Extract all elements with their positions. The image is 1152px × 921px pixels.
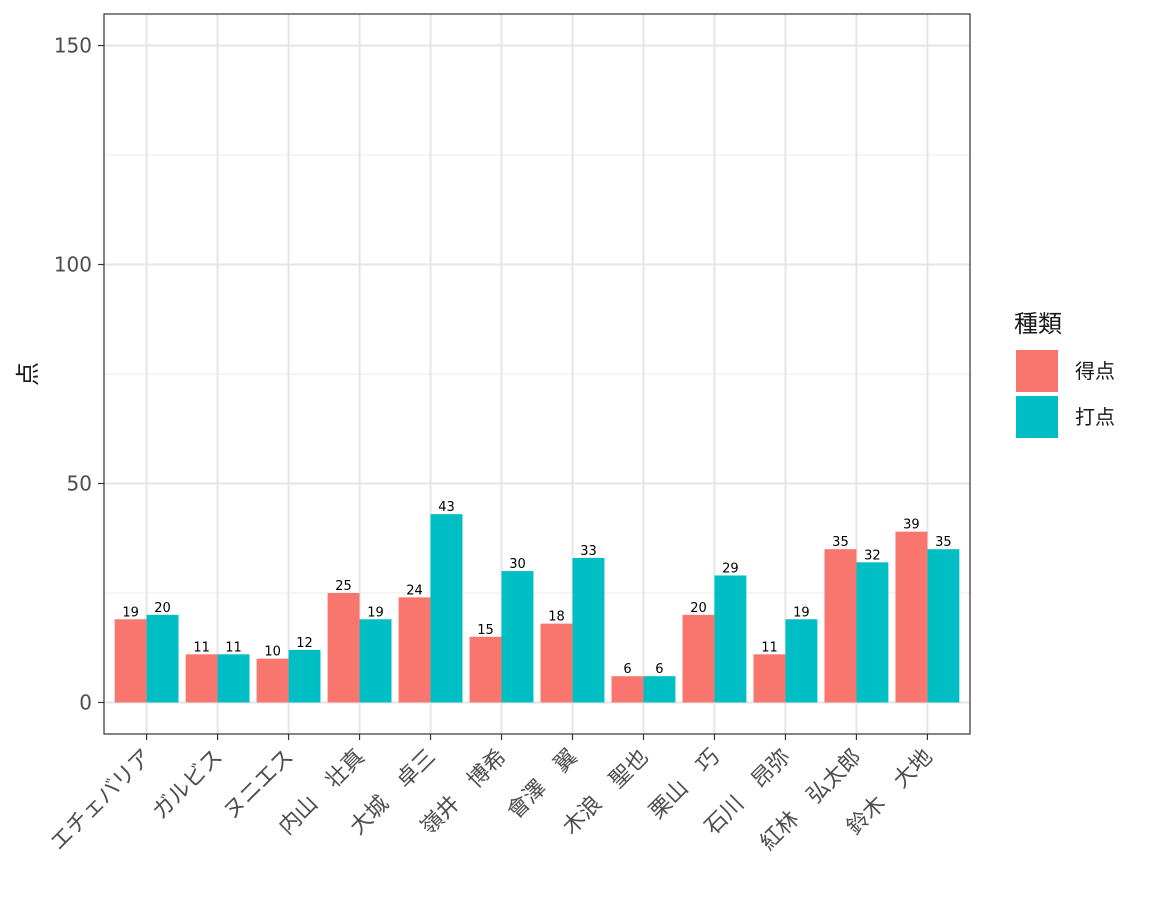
y-tick-label: 150 — [54, 34, 92, 58]
bar-value-label: 19 — [793, 605, 810, 620]
y-tick-label: 0 — [79, 690, 92, 714]
bar-value-label: 30 — [509, 557, 526, 572]
bar — [114, 619, 147, 703]
bar — [398, 597, 431, 703]
bar-value-label: 10 — [264, 645, 281, 660]
bar-value-label: 20 — [690, 601, 707, 616]
bar — [785, 619, 818, 703]
bar — [714, 575, 747, 703]
y-tick-label: 100 — [54, 253, 92, 277]
bar-value-label: 12 — [296, 636, 313, 651]
bar-value-label: 35 — [832, 535, 849, 550]
bar-value-label: 6 — [623, 662, 631, 677]
y-axis-title: 点 — [14, 362, 42, 386]
bar — [327, 592, 360, 703]
bar-value-label: 11 — [225, 640, 242, 655]
bar-value-label: 11 — [193, 640, 210, 655]
bar — [643, 676, 676, 703]
bar — [217, 654, 250, 703]
plot-border — [103, 13, 971, 735]
legend-label: 得点 — [1075, 359, 1115, 383]
bar-value-labels: 19 20 11 11 10 12 25 19 24 43 15 30 18 33 6 6 20 29 11 19 35… — [122, 500, 951, 677]
bar-value-label: 20 — [154, 601, 171, 616]
bar — [927, 549, 960, 703]
bar — [611, 676, 644, 703]
bar-value-label: 33 — [580, 544, 597, 559]
y-tick-label: 50 — [67, 471, 92, 495]
bar — [501, 571, 534, 703]
legend-title: 種類 — [1014, 310, 1062, 338]
bar — [753, 654, 786, 703]
bar — [469, 636, 502, 703]
legend-key — [1016, 396, 1058, 438]
bar — [856, 562, 889, 703]
bar — [288, 649, 321, 703]
bar-value-label: 29 — [722, 561, 739, 576]
bar-value-label: 25 — [335, 579, 352, 594]
bar-value-label: 19 — [122, 605, 139, 620]
bar — [824, 549, 857, 703]
bar-value-label: 35 — [935, 535, 952, 550]
x-tick-label: ガルビス — [148, 745, 228, 825]
bar-value-label: 43 — [438, 500, 455, 515]
bar-value-label: 32 — [864, 548, 881, 563]
bar-value-label: 39 — [903, 518, 920, 533]
bar — [895, 531, 928, 703]
x-tick-label: エチェバリア — [46, 745, 157, 856]
bar-value-label: 24 — [406, 583, 423, 598]
bar — [185, 654, 218, 703]
bar — [682, 614, 715, 703]
bar — [146, 614, 179, 703]
bar-value-label: 19 — [367, 605, 384, 620]
legend-key — [1016, 350, 1058, 392]
bar-value-label: 6 — [655, 662, 663, 677]
legend-label: 打点 — [1075, 405, 1115, 429]
bars — [114, 514, 960, 703]
bar-value-label: 15 — [477, 623, 494, 638]
y-axis: 0 50 100 150 — [54, 34, 104, 714]
bar — [540, 623, 573, 703]
bar-value-label: 18 — [548, 610, 565, 625]
bar — [256, 658, 289, 703]
bar — [572, 557, 605, 703]
bar-value-label: 11 — [761, 640, 778, 655]
bar — [430, 514, 463, 703]
bar — [359, 619, 392, 703]
